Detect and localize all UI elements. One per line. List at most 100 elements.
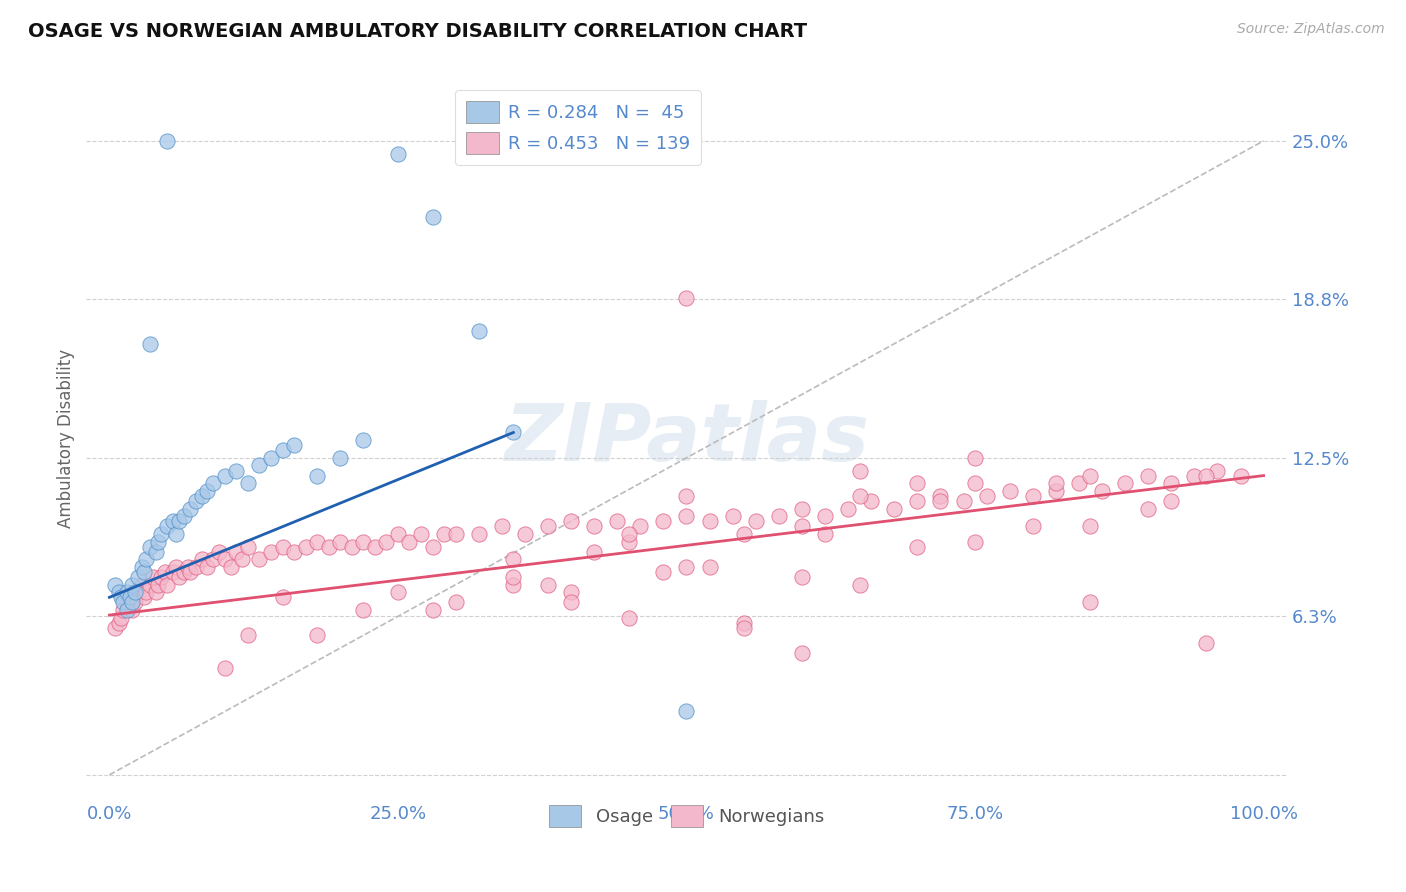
Point: [283, 544, 305, 558]
Point: [352, 603, 374, 617]
Point: [249, 458, 271, 473]
Point: [1022, 519, 1045, 533]
Point: [675, 560, 697, 574]
Point: [150, 527, 173, 541]
Point: [929, 489, 952, 503]
Point: [364, 540, 387, 554]
Point: [387, 146, 409, 161]
Point: [197, 560, 219, 574]
Point: [1137, 468, 1160, 483]
Point: [225, 463, 247, 477]
Point: [1080, 468, 1102, 483]
Point: [398, 534, 420, 549]
Point: [156, 577, 179, 591]
Point: [110, 591, 132, 605]
Point: [790, 570, 813, 584]
Point: [1022, 489, 1045, 503]
Point: [146, 534, 169, 549]
Point: [848, 463, 870, 477]
Point: [860, 494, 883, 508]
Point: [121, 595, 143, 609]
Point: [699, 560, 721, 574]
Text: ZIPatlas: ZIPatlas: [503, 400, 869, 478]
Point: [387, 527, 409, 541]
Point: [1045, 476, 1067, 491]
Point: [883, 501, 905, 516]
Point: [132, 591, 155, 605]
Point: [1137, 501, 1160, 516]
Point: [127, 585, 149, 599]
Point: [560, 514, 582, 528]
Point: [617, 527, 640, 541]
Point: [560, 595, 582, 609]
Point: [115, 585, 138, 599]
Point: [699, 514, 721, 528]
Point: [131, 577, 153, 591]
Point: [733, 621, 755, 635]
Point: [142, 570, 165, 584]
Point: [491, 519, 513, 533]
Point: [139, 577, 162, 591]
Point: [120, 591, 142, 605]
Text: OSAGE VS NORWEGIAN AMBULATORY DISABILITY CORRELATION CHART: OSAGE VS NORWEGIAN AMBULATORY DISABILITY…: [28, 22, 807, 41]
Point: [537, 519, 560, 533]
Point: [1114, 476, 1136, 491]
Point: [790, 501, 813, 516]
Point: [214, 661, 236, 675]
Point: [965, 476, 987, 491]
Point: [146, 577, 169, 591]
Point: [1067, 476, 1090, 491]
Point: [375, 534, 398, 549]
Point: [107, 615, 129, 630]
Point: [271, 540, 294, 554]
Point: [190, 489, 212, 503]
Point: [444, 527, 467, 541]
Point: [502, 570, 524, 584]
Point: [422, 540, 444, 554]
Point: [156, 134, 179, 148]
Point: [675, 291, 697, 305]
Point: [1195, 468, 1218, 483]
Point: [387, 585, 409, 599]
Point: [502, 425, 524, 440]
Point: [139, 540, 162, 554]
Point: [628, 519, 651, 533]
Point: [848, 489, 870, 503]
Point: [606, 514, 628, 528]
Point: [1206, 463, 1229, 477]
Point: [165, 527, 187, 541]
Point: [145, 544, 167, 558]
Point: [236, 540, 259, 554]
Point: [121, 577, 143, 591]
Point: [675, 705, 697, 719]
Point: [271, 443, 294, 458]
Legend: Osage, Norwegians: Osage, Norwegians: [541, 798, 831, 835]
Point: [583, 544, 606, 558]
Point: [145, 585, 167, 599]
Point: [652, 514, 675, 528]
Point: [340, 540, 363, 554]
Point: [156, 519, 179, 533]
Point: [433, 527, 456, 541]
Point: [790, 519, 813, 533]
Point: [179, 565, 201, 579]
Point: [467, 324, 489, 338]
Point: [965, 450, 987, 465]
Point: [219, 560, 242, 574]
Point: [675, 489, 697, 503]
Point: [260, 450, 283, 465]
Text: Source: ZipAtlas.com: Source: ZipAtlas.com: [1237, 22, 1385, 37]
Point: [409, 527, 432, 541]
Point: [112, 595, 135, 609]
Point: [115, 603, 138, 617]
Point: [124, 585, 146, 599]
Point: [422, 603, 444, 617]
Point: [617, 610, 640, 624]
Point: [537, 577, 560, 591]
Point: [112, 603, 135, 617]
Point: [790, 646, 813, 660]
Point: [467, 527, 489, 541]
Point: [294, 540, 316, 554]
Point: [236, 628, 259, 642]
Point: [998, 483, 1021, 498]
